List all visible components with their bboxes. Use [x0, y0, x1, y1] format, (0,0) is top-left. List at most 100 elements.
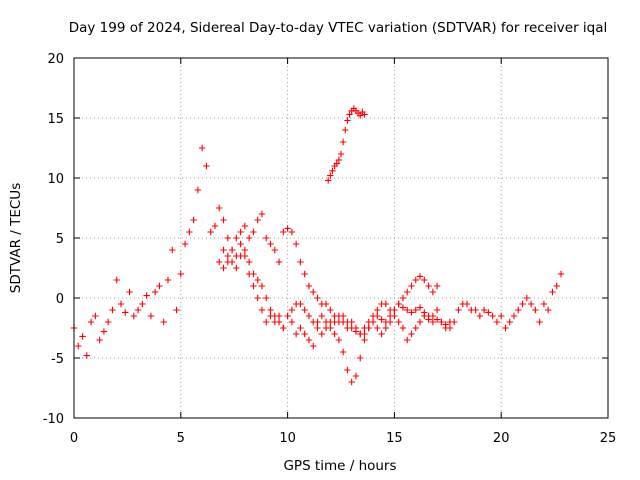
data-point	[109, 306, 116, 314]
data-point	[100, 328, 108, 335]
data-point	[348, 318, 355, 326]
data-point	[433, 316, 441, 323]
data-points	[70, 105, 565, 386]
data-point	[216, 258, 223, 266]
data-point	[361, 330, 368, 338]
data-point	[540, 300, 548, 308]
data-point	[297, 324, 304, 332]
data-point	[544, 306, 552, 314]
data-point	[515, 306, 522, 314]
data-point	[416, 273, 424, 280]
data-point	[83, 352, 91, 359]
data-point	[361, 111, 368, 118]
data-point	[258, 210, 266, 218]
data-point	[203, 162, 210, 170]
data-point	[412, 276, 419, 284]
x-tick-label: 25	[600, 431, 617, 446]
data-point	[228, 246, 236, 254]
y-tick-label: -5	[51, 352, 64, 367]
data-point	[463, 300, 471, 308]
data-point	[322, 300, 330, 308]
data-point	[301, 306, 308, 314]
data-point	[305, 312, 313, 320]
series-sdtvar-trace-c	[220, 246, 441, 338]
data-point	[472, 306, 479, 314]
y-axis-label: SDTVAR / TECUs	[8, 183, 24, 293]
data-point	[374, 306, 381, 314]
data-point	[224, 252, 231, 260]
data-point	[502, 324, 509, 332]
data-point	[288, 228, 296, 236]
data-point	[250, 228, 257, 236]
data-point	[173, 306, 180, 314]
data-point	[352, 372, 360, 380]
data-point	[425, 316, 432, 323]
data-point	[318, 330, 325, 338]
data-point	[523, 294, 531, 302]
data-point	[280, 324, 287, 332]
data-point	[305, 336, 313, 344]
data-point	[207, 228, 214, 236]
data-point	[186, 228, 193, 236]
data-point	[485, 309, 492, 316]
data-point	[177, 270, 184, 278]
data-point	[357, 354, 364, 362]
data-point	[233, 264, 240, 272]
data-point	[254, 276, 261, 284]
data-point	[322, 318, 330, 326]
data-point	[395, 318, 402, 326]
data-point	[374, 324, 381, 332]
data-point	[455, 306, 462, 314]
data-point	[190, 216, 197, 224]
data-point	[527, 300, 535, 308]
data-point	[314, 294, 321, 302]
data-point	[241, 246, 249, 254]
data-point	[104, 318, 112, 326]
data-point	[327, 306, 334, 314]
data-point	[250, 282, 257, 290]
data-point	[237, 228, 244, 236]
data-point	[220, 246, 227, 254]
data-point	[510, 312, 518, 320]
data-point	[139, 300, 146, 308]
data-point	[126, 288, 133, 296]
data-point	[536, 318, 543, 326]
x-tick-label: 15	[386, 431, 403, 446]
data-point	[292, 330, 300, 338]
data-point	[342, 126, 349, 134]
data-point	[258, 306, 266, 314]
data-point	[438, 318, 445, 326]
data-point	[399, 324, 407, 332]
data-point	[271, 312, 278, 320]
data-point	[425, 282, 432, 290]
data-point	[365, 324, 372, 332]
data-point	[339, 312, 347, 320]
data-point	[331, 330, 338, 338]
data-point	[335, 336, 343, 344]
data-point	[329, 167, 336, 174]
data-point	[220, 216, 227, 224]
data-point	[130, 312, 138, 320]
data-point	[416, 318, 424, 326]
data-point	[301, 330, 308, 338]
data-point	[429, 318, 437, 326]
data-point	[324, 177, 332, 184]
y-tick-label: 0	[56, 292, 64, 307]
data-point	[404, 336, 411, 344]
data-point	[79, 333, 86, 340]
data-point	[318, 312, 325, 320]
data-point	[386, 318, 394, 326]
data-point	[361, 336, 368, 344]
data-point	[233, 234, 240, 242]
data-point	[382, 324, 390, 332]
data-point	[288, 318, 296, 326]
data-point	[335, 156, 343, 164]
data-point	[245, 234, 253, 242]
data-point	[314, 324, 321, 332]
data-point	[412, 306, 419, 314]
data-point	[331, 318, 338, 326]
data-point	[442, 324, 449, 332]
y-axis-ticks: -10 -5 0 5 10 15 20	[43, 52, 608, 427]
data-point	[404, 306, 411, 314]
data-point	[237, 240, 244, 248]
